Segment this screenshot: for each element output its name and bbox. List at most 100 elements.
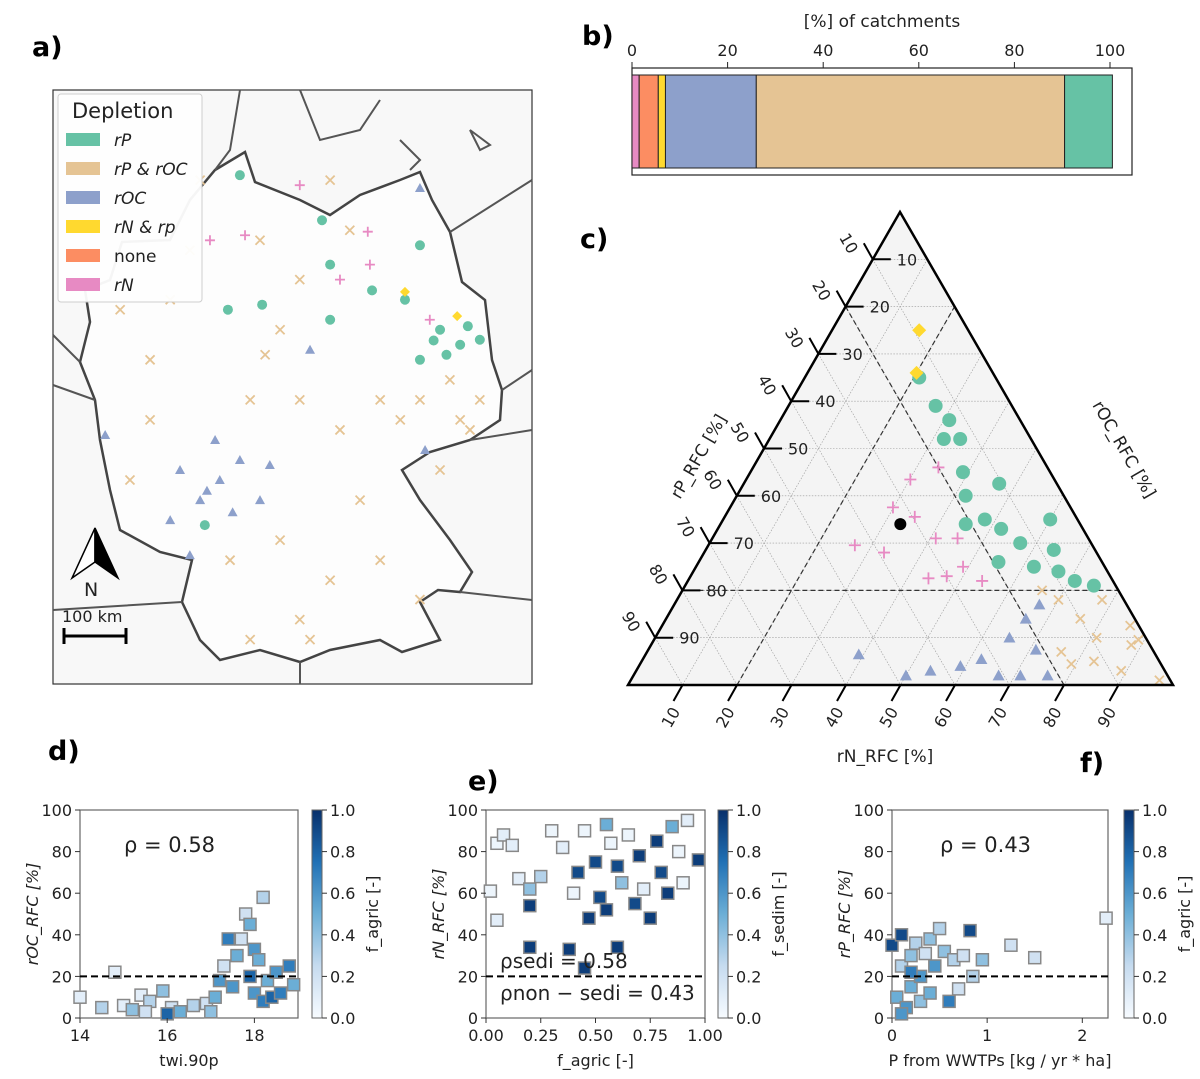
x-tick-label: 14	[70, 1026, 90, 1045]
scatter-point	[691, 853, 706, 867]
rn-tick-label: 60	[930, 704, 957, 731]
legend-label: none	[114, 247, 156, 267]
scatter-point	[890, 990, 904, 1004]
rp-tick-label: 40	[754, 372, 781, 399]
ternary-point-rP	[928, 398, 943, 413]
rn-tick	[945, 684, 956, 702]
map-marker-rOC	[100, 429, 111, 439]
bar-segment-rP	[1064, 74, 1113, 169]
north-arrow-icon	[70, 527, 120, 581]
colorbar-tick-label: 0.6	[1142, 884, 1167, 903]
scatter-point	[593, 890, 607, 905]
map-marker-rP_rOC	[294, 614, 305, 625]
map-marker-rP_rOC	[245, 634, 256, 645]
map-marker-rOC	[175, 465, 186, 475]
scale-bar	[62, 628, 128, 644]
scatter-point	[221, 932, 235, 946]
panel-label-a: a)	[32, 32, 63, 63]
x-tick-label: 0.75	[632, 1026, 668, 1045]
rn-tick-label: 80	[1039, 704, 1066, 731]
bar-segment-rN_rp	[657, 74, 666, 169]
map-marker-rP	[325, 314, 336, 325]
map-marker-rP_rOC	[474, 394, 485, 406]
ternary-point-rP_rOC	[1088, 656, 1100, 667]
scatter-point	[894, 928, 909, 942]
rp-tick-label: 80	[645, 561, 672, 588]
scatter-point	[1099, 911, 1113, 925]
x-tick-label: 2	[1077, 1026, 1087, 1045]
roc-tick-label: 80	[706, 581, 726, 600]
panel-label-b: b)	[582, 21, 614, 52]
map-marker-rP	[317, 215, 328, 226]
ternary-point-rOC	[975, 653, 988, 665]
bar-segment-rP_rOC	[755, 74, 1066, 169]
ternary-point-rP	[977, 512, 992, 527]
ternary-point-rN_rp	[909, 365, 924, 380]
map-marker-rP	[455, 339, 466, 350]
scatter-point	[173, 1005, 188, 1019]
ternary-point-rP_rOC	[1154, 675, 1165, 686]
ternary-point-rN	[976, 574, 989, 587]
ternary-point-rP	[991, 555, 1006, 570]
legend-swatch	[66, 249, 100, 262]
roc-tick-label: 60	[761, 487, 781, 506]
map-marker-rP_rOC	[274, 324, 286, 335]
scatter-point	[615, 876, 629, 890]
map-marker-rN	[334, 274, 345, 285]
map-panel: Depletion rP rP & rOC rOC rN & rp none rN N 1…	[52, 89, 533, 685]
scatter-point	[156, 984, 170, 998]
scatter-point	[186, 998, 201, 1013]
legend-item-none: none	[66, 247, 156, 267]
x-tick-label: 40	[813, 41, 833, 60]
map-marker-rP_rOC	[124, 474, 136, 486]
x-tick-label: 20	[717, 41, 737, 60]
scatter-point	[523, 898, 537, 913]
scatter-point	[951, 982, 966, 996]
panel-label-f: f)	[1080, 748, 1104, 779]
scatter-point	[490, 913, 504, 927]
scatter-point	[654, 865, 668, 880]
x-axis-label: f_agric [-]	[557, 1051, 634, 1071]
map-marker-rOC	[264, 460, 275, 470]
scatter-point	[204, 1005, 218, 1019]
scatter-point	[138, 1005, 153, 1019]
map-marker-rP_rOC	[444, 374, 456, 385]
scatter-point	[95, 1000, 109, 1015]
scatter-point	[665, 819, 679, 834]
ternary-point-rN	[932, 461, 945, 474]
ternary-point-rP	[1067, 573, 1082, 588]
map-marker-rN_rp	[399, 286, 410, 297]
rp-tick	[862, 242, 874, 260]
roc-tick-label: 20	[870, 298, 890, 317]
map-marker-rP_rOC	[395, 414, 406, 426]
map-marker-rP_rOC	[414, 394, 426, 406]
rn-tick-label: 90	[1094, 704, 1121, 731]
map-marker-rOC	[420, 444, 431, 454]
scatter-point	[604, 836, 618, 851]
legend-item-rOC: rOC	[66, 189, 146, 209]
panel-label-d: d)	[48, 736, 80, 767]
x-axis-label: P from WWTPs [kg / yr * ha]	[889, 1051, 1112, 1070]
colorbar-tick-label: 1.0	[330, 801, 355, 820]
scatter-point	[904, 948, 918, 963]
map-marker-rP_rOC	[245, 394, 256, 406]
scatter-point	[282, 959, 297, 973]
ternary-point-rOC	[1041, 669, 1054, 681]
colorbar-tick-label: 0.0	[1142, 1009, 1167, 1028]
scatter-point	[599, 817, 614, 832]
map-marker-rP_rOC	[294, 274, 305, 285]
y-axis-label: rP_RFC [%]	[835, 870, 855, 959]
y-tick-label: 0	[874, 1009, 884, 1028]
correlation-annotation: ρ = 0.43	[940, 833, 1031, 857]
colorbar-tick-label: 0.2	[1142, 967, 1167, 986]
colorbar-tick-label: 1.0	[1142, 801, 1167, 820]
scatter-point	[904, 980, 918, 994]
ternary-point-rOC	[954, 660, 967, 671]
map-marker-rP_rOC	[304, 634, 316, 645]
rn-tick	[836, 684, 847, 702]
correlation-annotation-sedi: ρsedi = 0.58	[500, 949, 628, 973]
map-marker-rP	[474, 334, 485, 345]
legend-title: Depletion	[72, 99, 173, 123]
ternary-point-rP_rOC	[1053, 594, 1064, 605]
ternary-gridline	[845, 401, 1010, 686]
